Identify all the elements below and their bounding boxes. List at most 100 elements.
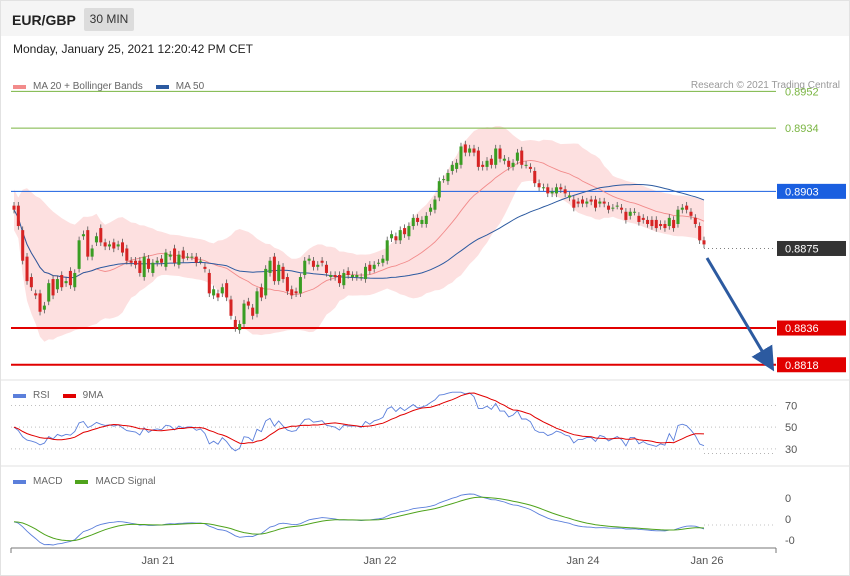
ma50-line: [13, 184, 705, 279]
candle-body: [333, 275, 337, 278]
candle-body: [90, 248, 94, 257]
candle-body: [51, 279, 55, 296]
candle-body: [147, 258, 151, 269]
candle-body: [298, 277, 302, 294]
candle-body: [424, 215, 428, 224]
current-label-box: [777, 240, 846, 256]
candle-body: [502, 158, 506, 161]
support-label-box: [777, 320, 846, 336]
candle-body: [628, 211, 632, 216]
candle-body: [633, 211, 637, 213]
candle-body: [489, 158, 493, 165]
macd-tick-label: 0: [785, 493, 791, 505]
candle-body: [207, 272, 211, 294]
candle-body: [125, 248, 129, 261]
candle-body: [285, 277, 289, 292]
candle-body: [138, 260, 142, 273]
candle-body: [359, 277, 363, 279]
candle-body: [429, 207, 433, 212]
candle-body: [650, 219, 654, 227]
support-label-box: [777, 357, 846, 373]
candle-body: [277, 264, 281, 282]
x-tick-label: Jan 22: [363, 555, 396, 567]
candle-body: [255, 291, 259, 314]
candle-body: [667, 217, 671, 227]
pivot-label: 0.8903: [785, 186, 819, 198]
candle-body: [363, 266, 368, 280]
chart-header: EUR/GBP 30 MIN: [1, 1, 849, 36]
candle-body: [160, 258, 164, 263]
candle-body: [350, 275, 355, 278]
candle-body: [537, 183, 541, 188]
candle-body: [203, 266, 207, 269]
candle-body: [372, 264, 376, 269]
rsi-swatch: [13, 393, 26, 398]
candle-body: [290, 289, 294, 296]
candle-body: [481, 164, 485, 167]
candle-body: [242, 303, 246, 324]
rsi-tick-label: 70: [785, 400, 797, 412]
candle-body: [133, 260, 138, 265]
candle-body: [181, 250, 185, 259]
candle-body: [511, 162, 515, 167]
candle-body: [693, 217, 697, 224]
candle-body: [25, 256, 29, 282]
pivot-label-box: [777, 183, 846, 199]
resistance-label: 0.8952: [785, 86, 819, 98]
candle-body: [485, 160, 489, 167]
candle-body: [685, 205, 689, 210]
candle-body: [107, 244, 111, 247]
candle-body: [459, 146, 463, 165]
legend-rsi: RSI: [33, 390, 50, 401]
macd-tick-label: -0: [785, 535, 795, 547]
candle-body: [580, 199, 585, 204]
rsi-legend: RSI 9MA: [13, 390, 103, 401]
current-label: 0.8875: [785, 243, 819, 255]
candle-body: [689, 211, 693, 216]
candle-body: [403, 228, 407, 235]
candle-body: [676, 209, 680, 224]
candle-body: [598, 201, 602, 204]
candle-body: [86, 230, 90, 257]
candle-body: [476, 150, 480, 167]
candle-body: [541, 187, 545, 189]
candle-body: [377, 262, 381, 264]
credit-text: Research © 2021 Trading Central: [690, 80, 840, 91]
candle-body: [64, 281, 68, 284]
candle-body: [546, 187, 550, 194]
x-tick-label: Jan 21: [141, 555, 174, 567]
candle-body: [29, 277, 33, 288]
candle-body: [12, 205, 16, 210]
candle-body: [229, 299, 233, 316]
candle-body: [190, 256, 194, 258]
macd-tick-label: 0: [785, 514, 791, 526]
candle-body: [524, 164, 528, 166]
candle-body: [554, 187, 558, 194]
rsi-tick-label: 30: [785, 444, 797, 456]
candle-body: [194, 256, 198, 263]
candle-body: [411, 217, 415, 227]
candle-body: [155, 260, 159, 263]
candle-body: [646, 219, 650, 224]
legend-bollinger: MA 20 + Bollinger Bands: [33, 81, 143, 92]
macd-line: [13, 493, 705, 546]
candle-body: [168, 254, 172, 257]
candle-body: [355, 275, 359, 278]
candle-body: [173, 248, 177, 263]
candle-body: [311, 260, 315, 267]
candle-body: [563, 189, 567, 194]
macd-swatch: [13, 479, 26, 484]
candle-body: [272, 256, 276, 282]
candle-body: [264, 268, 268, 296]
timeframe-badge[interactable]: 30 MIN: [84, 8, 134, 31]
candle-body: [34, 293, 38, 296]
bollinger-band: [14, 126, 704, 342]
macd-legend: MACD MACD Signal: [13, 476, 155, 487]
chart-datetime: Monday, January 25, 2021 12:20:42 PM CET: [13, 42, 253, 56]
candle-body: [494, 148, 498, 165]
candle-body: [73, 272, 77, 288]
candle-body: [68, 270, 72, 286]
macd-signal-swatch: [75, 479, 89, 484]
candle-body: [507, 160, 511, 167]
